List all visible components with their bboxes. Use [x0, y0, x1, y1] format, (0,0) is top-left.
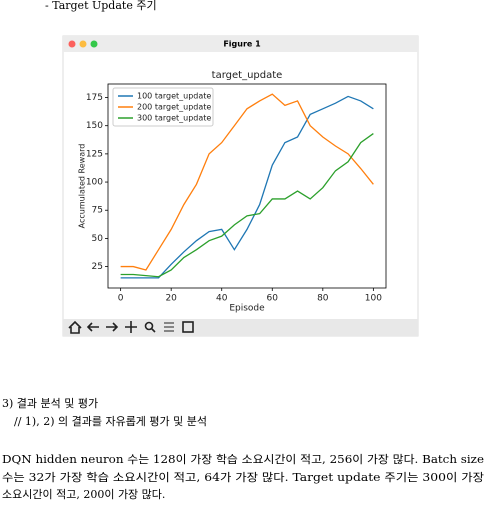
series-line: [120, 93, 374, 271]
figure-window: [62, 35, 419, 337]
y-tick-label: 50: [92, 234, 104, 244]
title-bar: [63, 36, 418, 52]
zoom-button[interactable]: [90, 40, 98, 48]
toolbar-icons[interactable]: [68, 320, 194, 334]
series-line: [120, 133, 374, 278]
close-button[interactable]: [68, 40, 76, 48]
y-tick-label: 150: [86, 121, 103, 131]
plot-area: [107, 83, 387, 289]
paragraph-line: 소요시간이 적고, 200이 가장 많다.: [2, 488, 165, 501]
x-tick-label: 40: [216, 294, 228, 304]
x-axis-label: Episode: [229, 304, 265, 314]
heading: - Target Update 주기: [45, 0, 157, 12]
legend-label: 300 target_update: [137, 114, 211, 123]
minimize-button[interactable]: [79, 40, 87, 48]
legend-box: [112, 87, 214, 127]
x-tick-label: 100: [365, 294, 382, 304]
y-tick-label: 175: [86, 93, 103, 103]
paragraph-line: 수는 32가 가장 학습 소요시간이 적고, 64가 가장 많다. Target…: [2, 471, 484, 484]
x-tick-label: 0: [118, 294, 124, 304]
y-tick-label: 25: [92, 262, 103, 272]
section-title: 3) 결과 분석 및 평가: [2, 397, 98, 410]
legend-label: 200 target_update: [137, 103, 211, 112]
series-line: [120, 95, 374, 279]
section-note: // 1), 2) 의 결과를 자유롭게 평가 및 분석: [14, 415, 207, 428]
legend-label: 100 target_update: [137, 92, 211, 101]
y-tick-label: 75: [92, 206, 103, 216]
chart-title: target_update: [212, 70, 283, 81]
y-tick-label: 100: [86, 178, 103, 188]
paragraph-line: DQN hidden neuron 수는 128이 가장 학습 소요시간이 적고…: [2, 453, 484, 466]
window-title: Figure 1: [223, 40, 261, 49]
y-tick-label: 125: [86, 149, 103, 159]
y-axis-label: Accumulated Reward: [78, 144, 87, 229]
x-tick-label: 80: [317, 294, 329, 304]
x-tick-label: 20: [165, 294, 177, 304]
x-tick-label: 60: [267, 294, 279, 304]
